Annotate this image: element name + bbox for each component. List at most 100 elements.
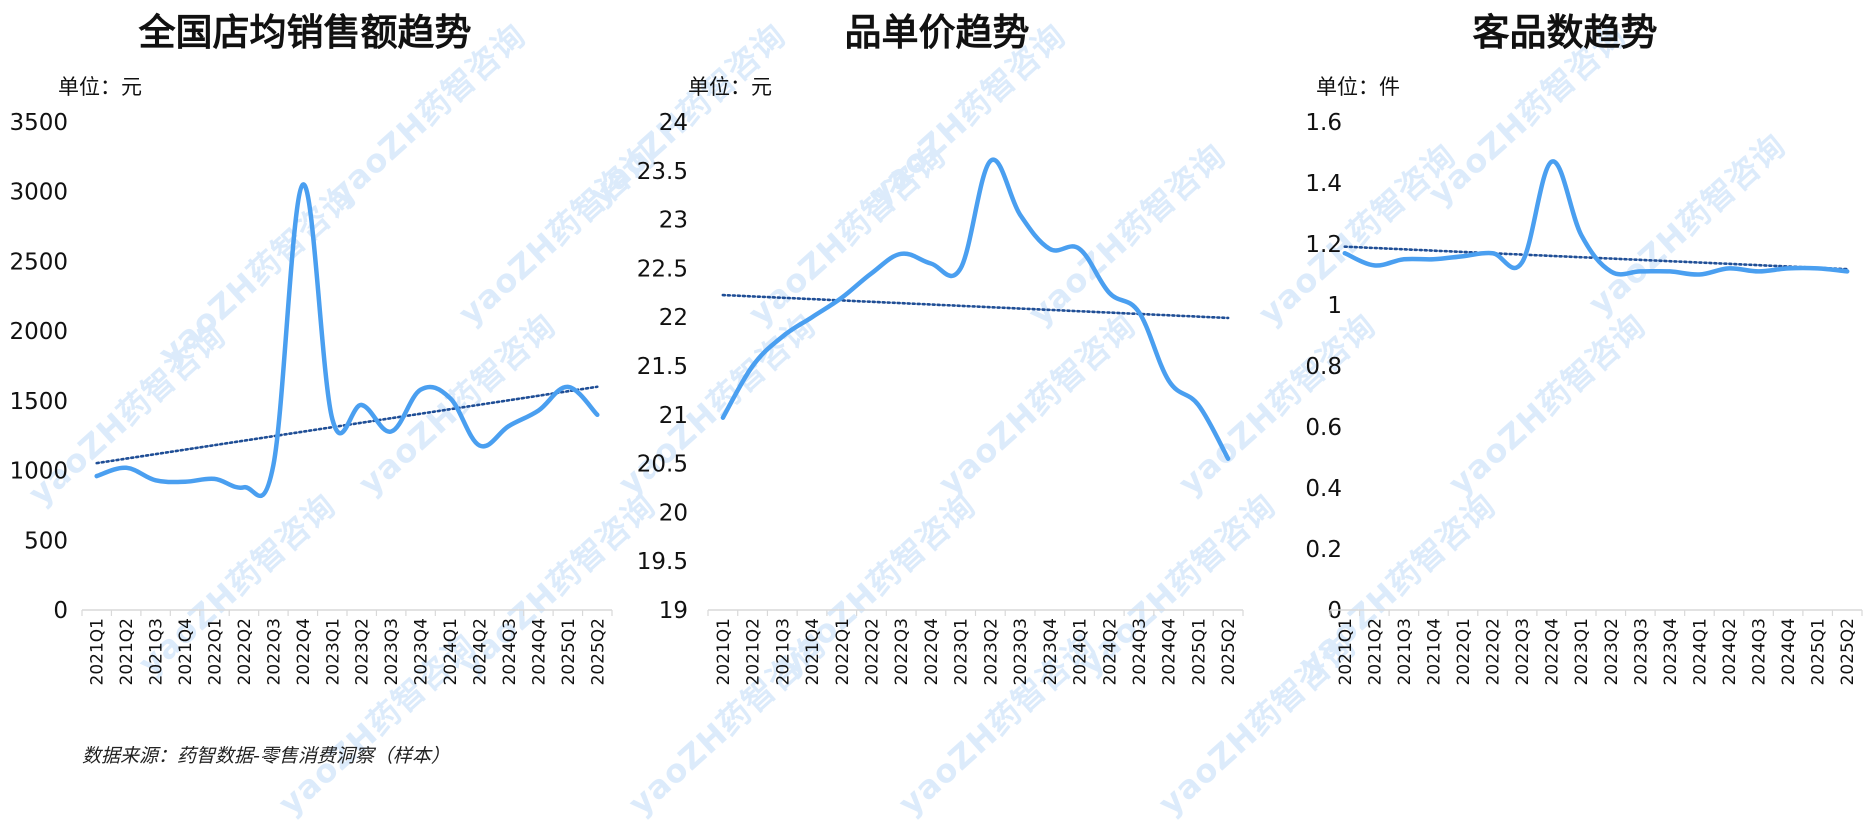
data-point bbox=[1609, 269, 1613, 273]
data-point bbox=[810, 315, 814, 319]
x-tick-label: 2022Q2 bbox=[235, 618, 255, 685]
x-tick-label: 2025Q2 bbox=[1838, 618, 1858, 685]
data-point bbox=[419, 388, 423, 392]
x-tick-label: 2021Q4 bbox=[803, 618, 823, 685]
data-point bbox=[1845, 269, 1849, 273]
x-tick-label: 2023Q4 bbox=[412, 618, 432, 685]
data-point bbox=[1550, 160, 1554, 164]
y-tick-label: 1.2 bbox=[1305, 232, 1342, 258]
x-tick-label: 2024Q2 bbox=[1720, 618, 1740, 685]
x-tick-label: 2024Q1 bbox=[441, 618, 461, 685]
data-point bbox=[154, 478, 158, 482]
x-tick-label: 2021Q3 bbox=[1395, 618, 1415, 685]
x-tick-label: 2021Q3 bbox=[147, 618, 167, 685]
data-point bbox=[478, 443, 482, 447]
x-tick-label: 2023Q1 bbox=[323, 618, 343, 685]
data-point bbox=[507, 424, 511, 428]
x-tick-label: 2024Q1 bbox=[1690, 618, 1710, 685]
data-point bbox=[1078, 247, 1082, 251]
x-tick-label: 2023Q4 bbox=[1041, 618, 1061, 685]
x-tick-label: 2025Q1 bbox=[559, 618, 579, 685]
x-tick-label: 2023Q1 bbox=[952, 618, 972, 685]
series-line bbox=[94, 182, 600, 499]
x-tick-label: 2024Q3 bbox=[1750, 618, 1770, 685]
x-tick-label: 2025Q2 bbox=[588, 618, 608, 685]
x-tick-label: 2022Q2 bbox=[1484, 618, 1504, 685]
data-point bbox=[1816, 266, 1820, 270]
x-tick-label: 2022Q4 bbox=[922, 618, 942, 685]
x-tick-label: 2022Q3 bbox=[892, 618, 912, 685]
data-point bbox=[124, 466, 128, 470]
x-tick-label: 2024Q4 bbox=[1160, 618, 1180, 685]
y-tick-label: 23 bbox=[659, 208, 688, 234]
data-point bbox=[1226, 457, 1230, 461]
data-point bbox=[929, 262, 933, 266]
chart-title: 客品数趋势 bbox=[1473, 11, 1658, 54]
data-point bbox=[1372, 263, 1376, 267]
data-point bbox=[1196, 403, 1200, 407]
data-point bbox=[1167, 379, 1171, 383]
y-tick-label: 0.4 bbox=[1305, 476, 1342, 502]
y-tick-label: 2500 bbox=[9, 249, 68, 275]
y-tick-label: 3500 bbox=[9, 110, 68, 136]
data-point bbox=[899, 252, 903, 256]
x-tick-label: 2024Q2 bbox=[1100, 618, 1120, 685]
x-tick-label: 2021Q1 bbox=[714, 618, 734, 685]
x-tick-label: 2025Q2 bbox=[1219, 618, 1239, 685]
data-point bbox=[389, 430, 393, 434]
x-tick-label: 2023Q2 bbox=[1602, 618, 1622, 685]
x-tick-label: 2023Q2 bbox=[353, 618, 373, 685]
data-point bbox=[780, 335, 784, 339]
chart-title: 品单价趋势 bbox=[845, 11, 1030, 54]
x-tick-label: 2023Q3 bbox=[382, 618, 402, 685]
unit-label: 单位：元 bbox=[688, 75, 772, 99]
y-tick-label: 1.6 bbox=[1305, 110, 1342, 136]
data-point bbox=[1757, 269, 1761, 273]
y-tick-label: 21.5 bbox=[637, 354, 688, 380]
x-tick-label: 2021Q2 bbox=[1365, 618, 1385, 685]
x-tick-label: 2021Q2 bbox=[744, 618, 764, 685]
data-point bbox=[1137, 310, 1141, 314]
data-point bbox=[1697, 273, 1701, 277]
y-tick-label: 1000 bbox=[9, 459, 68, 485]
data-point bbox=[330, 417, 334, 421]
y-tick-label: 3000 bbox=[9, 180, 68, 206]
y-tick-label: 23.5 bbox=[637, 159, 688, 185]
unit-label: 单位：件 bbox=[1316, 75, 1400, 99]
x-tick-label: 2025Q1 bbox=[1809, 618, 1829, 685]
data-point bbox=[213, 477, 217, 481]
unit-label: 单位：元 bbox=[58, 75, 142, 99]
x-tick-label: 2022Q2 bbox=[862, 618, 882, 685]
data-point bbox=[566, 385, 570, 389]
x-tick-label: 2023Q1 bbox=[1572, 618, 1592, 685]
data-point bbox=[595, 413, 599, 417]
x-tick-label: 2022Q1 bbox=[833, 618, 853, 685]
data-point bbox=[242, 485, 246, 489]
y-tick-label: 1 bbox=[1327, 293, 1342, 319]
data-point bbox=[360, 403, 364, 407]
x-tick-label: 2021Q3 bbox=[773, 618, 793, 685]
data-point bbox=[183, 480, 187, 484]
data-point bbox=[721, 416, 725, 420]
x-tick-label: 2021Q1 bbox=[1336, 618, 1356, 685]
data-point bbox=[840, 296, 844, 300]
data-point bbox=[1579, 233, 1583, 237]
series-line bbox=[720, 157, 1231, 461]
x-tick-label: 2024Q3 bbox=[1130, 618, 1150, 685]
x-tick-label: 2023Q3 bbox=[1631, 618, 1651, 685]
x-tick-label: 2022Q3 bbox=[1513, 618, 1533, 685]
data-point bbox=[1638, 269, 1642, 273]
data-point bbox=[1461, 254, 1465, 258]
y-tick-label: 1500 bbox=[9, 389, 68, 415]
data-point bbox=[988, 159, 992, 163]
y-tick-label: 20 bbox=[659, 500, 688, 526]
y-tick-label: 21 bbox=[659, 403, 688, 429]
x-tick-label: 2024Q3 bbox=[500, 618, 520, 685]
y-tick-label: 0.8 bbox=[1305, 354, 1342, 380]
data-point bbox=[1107, 291, 1111, 295]
data-point bbox=[95, 474, 99, 478]
y-tick-label: 1.4 bbox=[1305, 171, 1342, 197]
data-point bbox=[1727, 266, 1731, 270]
y-tick-label: 500 bbox=[24, 528, 68, 554]
y-tick-label: 19.5 bbox=[637, 549, 688, 575]
